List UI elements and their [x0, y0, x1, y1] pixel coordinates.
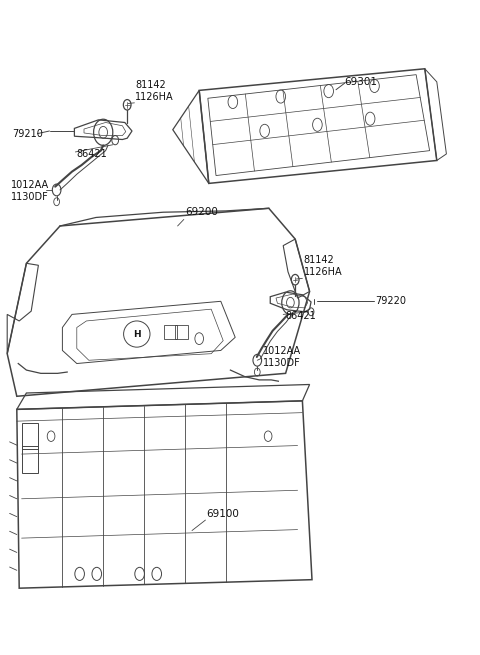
Text: H: H [133, 329, 141, 339]
Text: 69301: 69301 [345, 77, 378, 87]
Text: 81142
1126HA: 81142 1126HA [304, 255, 342, 277]
Text: 79220: 79220 [375, 296, 407, 307]
Text: 1012AA
1130DF: 1012AA 1130DF [11, 181, 48, 202]
Text: 86421: 86421 [286, 310, 316, 321]
Text: 81142
1126HA: 81142 1126HA [135, 80, 174, 102]
Bar [22, 423, 38, 449]
Text: 69100: 69100 [206, 509, 239, 519]
Text: 86421: 86421 [77, 149, 108, 159]
Text: 69200: 69200 [185, 208, 217, 217]
Bar [164, 325, 177, 339]
Bar [175, 325, 188, 339]
Text: 1012AA
1130DF: 1012AA 1130DF [263, 346, 301, 367]
Text: 79210: 79210 [12, 129, 43, 140]
Bar [22, 446, 38, 472]
